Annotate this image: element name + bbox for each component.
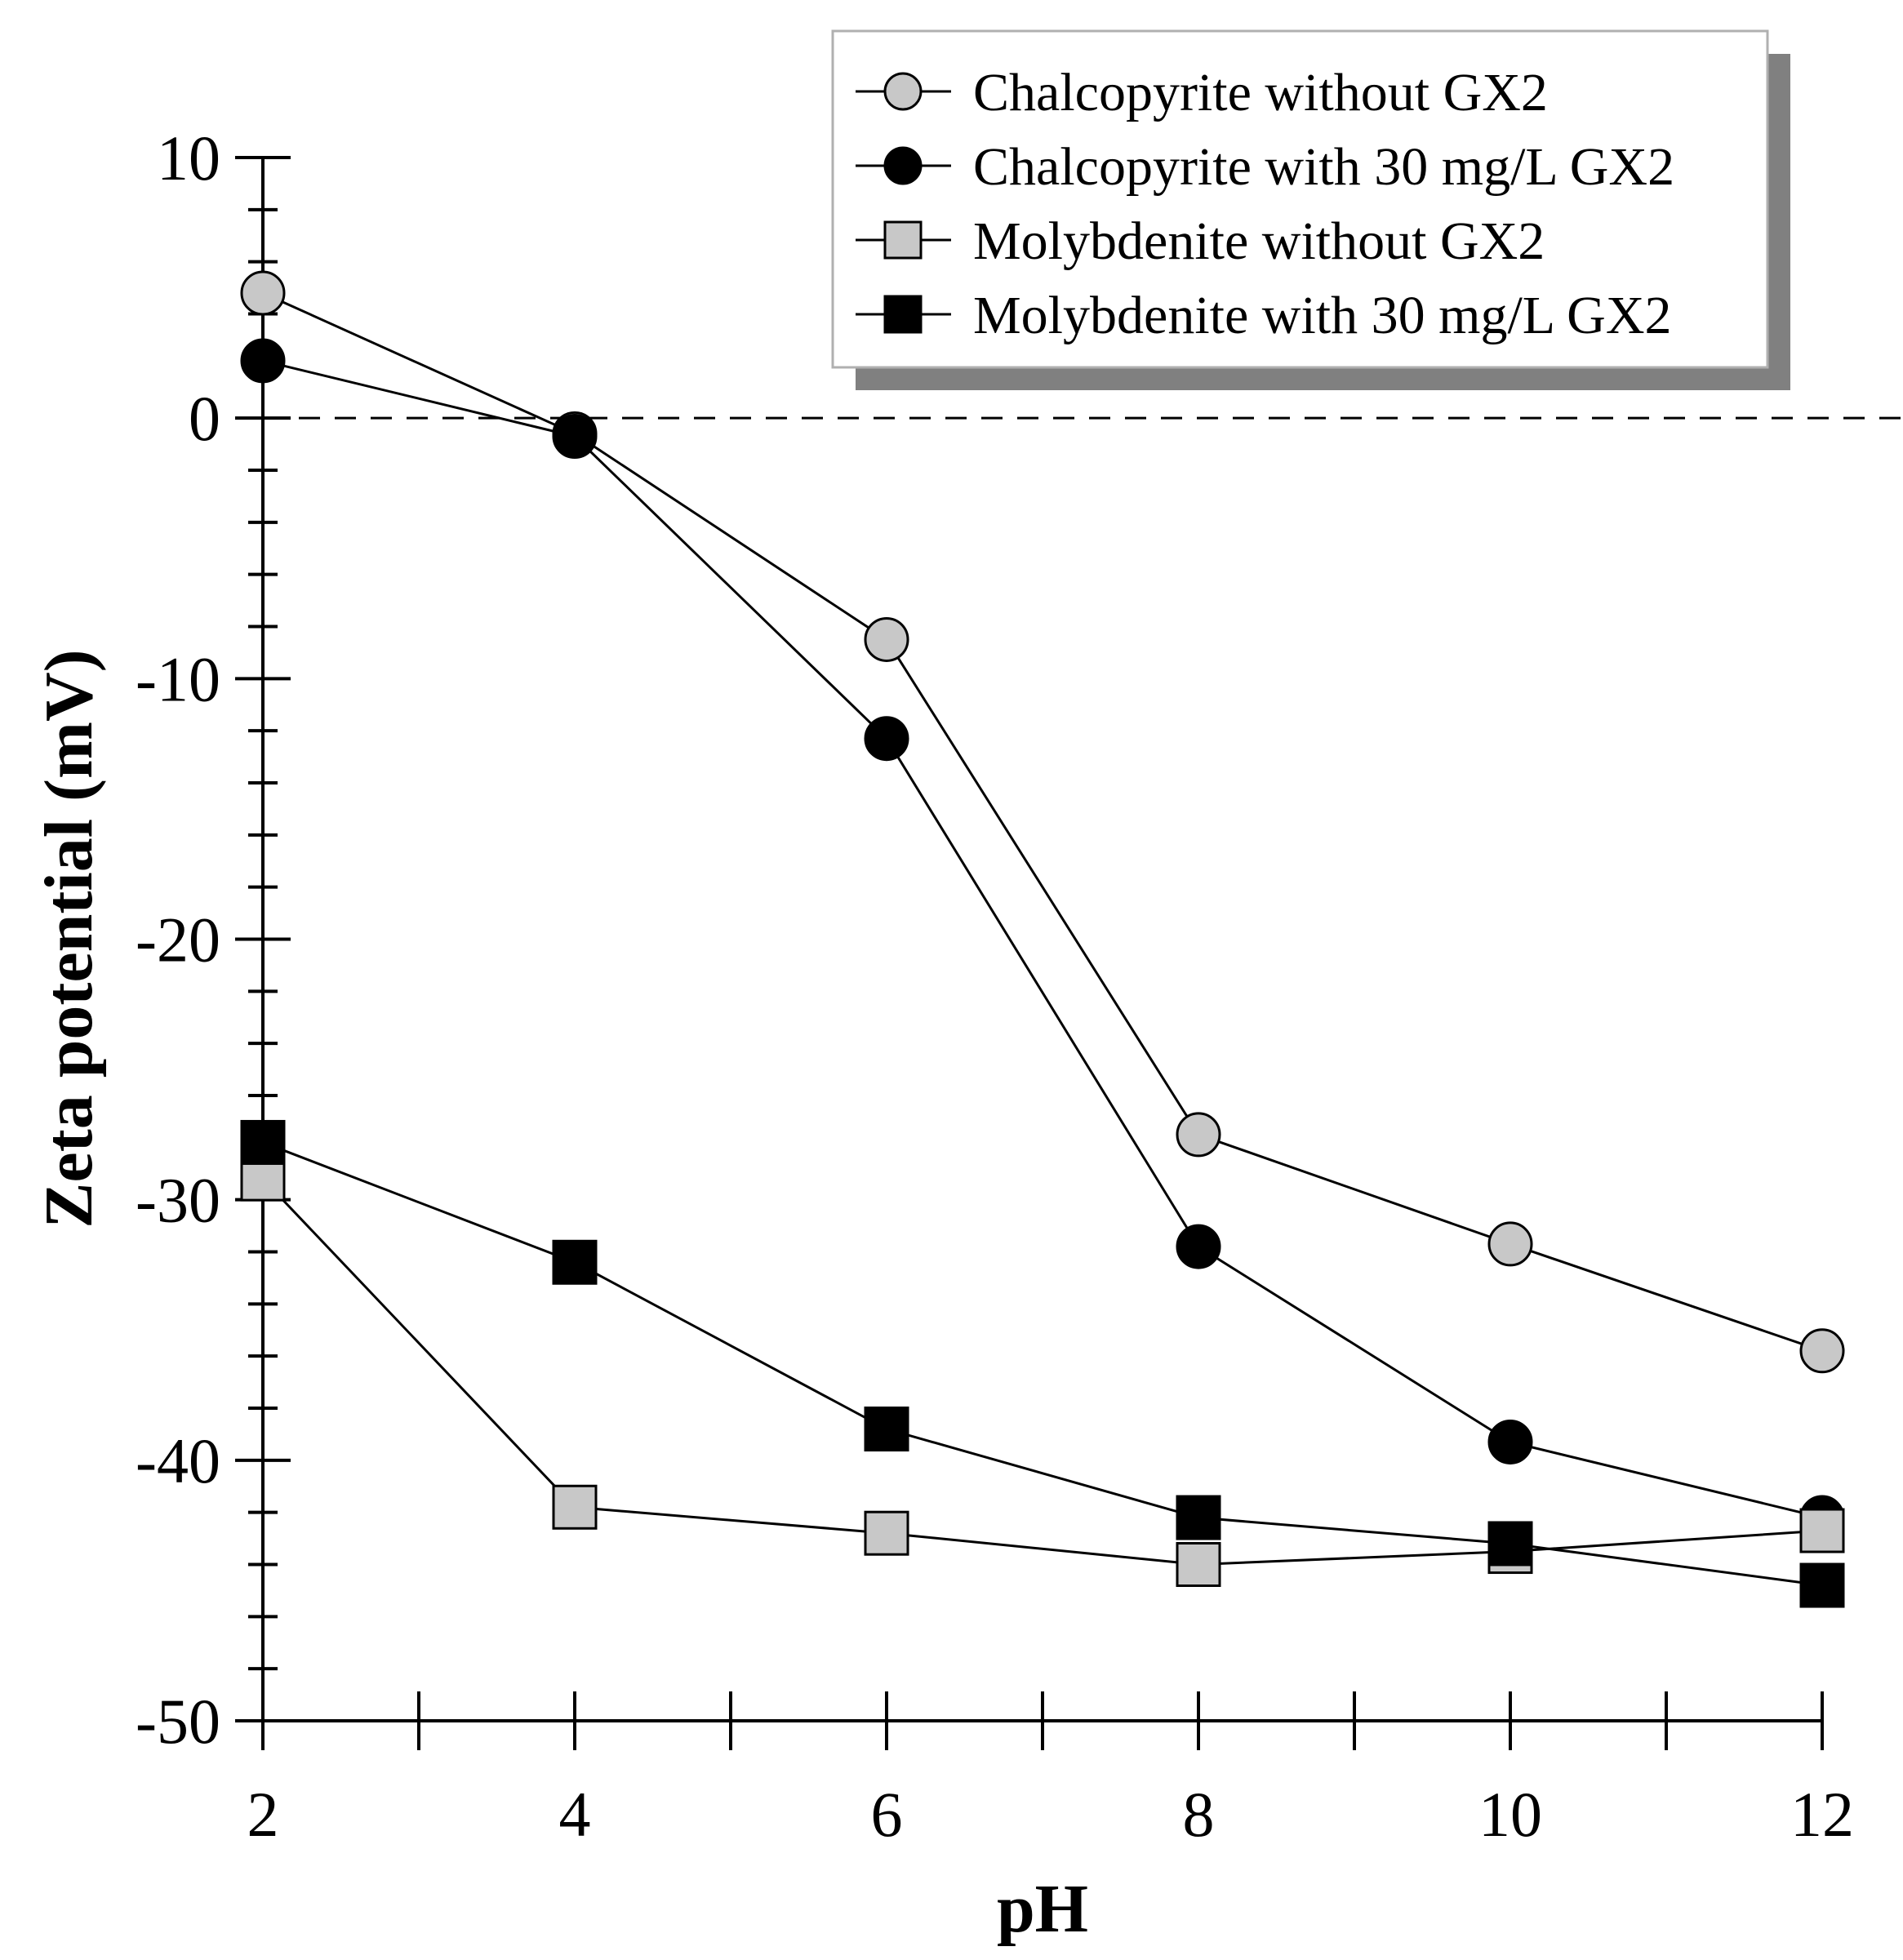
series-3-point	[864, 1510, 909, 1556]
legend-label-3: Molybdenite without GX2	[973, 211, 1545, 271]
legend-marker-1	[883, 72, 923, 111]
y-tick-label: -10	[136, 643, 220, 714]
series-1-point	[1799, 1328, 1845, 1374]
x-axis-title: pH	[997, 1871, 1088, 1947]
y-tick-label: -20	[136, 904, 220, 976]
x-tick-label: 10	[1478, 1779, 1542, 1850]
series-3-point	[1799, 1508, 1845, 1553]
series-3-point	[552, 1484, 598, 1530]
legend-marker-4	[883, 295, 923, 334]
series-line-3	[261, 1178, 1823, 1567]
series-2-point	[1176, 1224, 1221, 1269]
axes: 10 0 -10 -20 -30 -40 -50 2 4 6 8 10 12 pH Zeta potenti…	[31, 122, 1854, 1947]
series-4-point	[1487, 1521, 1533, 1567]
x-tick-label: 2	[247, 1779, 279, 1850]
x-tick-label: 4	[559, 1779, 591, 1850]
series-4-point	[864, 1407, 909, 1452]
series-1-point	[1176, 1112, 1221, 1158]
y-axis-title: Zeta potential (mV)	[31, 649, 107, 1228]
series-2-point	[1487, 1419, 1533, 1464]
legend-label-1: Chalcopyrite without GX2	[973, 63, 1548, 122]
series-2-point	[864, 716, 909, 762]
series-4-point	[1176, 1495, 1221, 1540]
y-tick-label: -40	[136, 1425, 220, 1496]
legend-marker-2	[883, 146, 923, 185]
legend-label-4: Molybdenite with 30 mg/L GX2	[973, 286, 1672, 345]
series-2-point	[240, 338, 286, 384]
legend-label-2: Chalcopyrite with 30 mg/L GX2	[973, 137, 1674, 197]
x-tick-label: 6	[871, 1779, 903, 1850]
series-line-2	[262, 359, 1823, 1519]
legend: Chalcopyrite without GX2 Chalcopyrite wit…	[831, 29, 1790, 390]
y-tick-label: 0	[189, 383, 220, 454]
legend-box	[831, 29, 1769, 369]
series-3-point	[1176, 1542, 1221, 1587]
x-tick-label: 8	[1183, 1779, 1215, 1850]
series-2-point	[552, 414, 598, 460]
series-1-point	[240, 270, 286, 316]
series-1-point	[1487, 1221, 1533, 1267]
y-tick-label: 10	[157, 122, 220, 193]
y-tick-label: -50	[136, 1686, 220, 1757]
series-4-point	[552, 1239, 598, 1285]
series-line-4	[262, 1141, 1823, 1587]
series-4-point	[240, 1119, 286, 1165]
y-tick-label: -30	[136, 1165, 220, 1236]
series-1-point	[864, 616, 909, 662]
series-line-1	[262, 291, 1823, 1353]
legend-marker-3	[883, 220, 923, 260]
series-4-point	[1799, 1562, 1845, 1608]
plot-area	[240, 270, 1845, 1608]
x-tick-label: 12	[1790, 1779, 1854, 1850]
